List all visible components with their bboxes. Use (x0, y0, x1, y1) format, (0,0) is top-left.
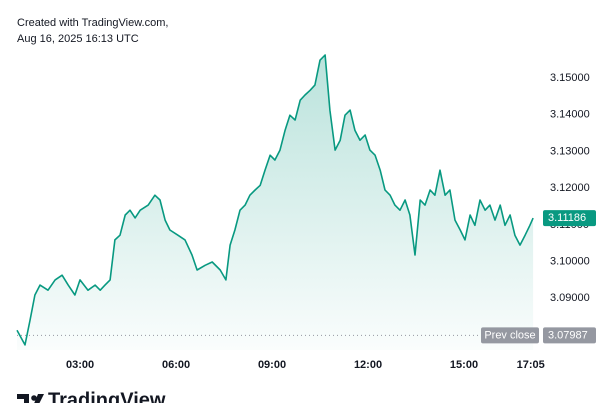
x-tick-label: 06:00 (162, 359, 190, 371)
x-tick-label: 12:00 (354, 359, 382, 371)
prev-close-value-badge (543, 327, 596, 344)
x-tick-label: 17:05 (517, 359, 545, 371)
y-tick-label: 3.09000 (550, 292, 590, 304)
x-tick-label: 15:00 (450, 359, 478, 371)
prev-close-value: 3.07987 (548, 329, 588, 341)
x-tick-label: 03:00 (66, 359, 94, 371)
logo (17, 394, 44, 403)
y-tick-label: 3.10000 (550, 255, 590, 267)
last-price-badge (543, 210, 596, 227)
x-tick-label: 09:00 (258, 359, 286, 371)
y-tick-label: 3.13000 (550, 145, 590, 157)
header-line: Created with TradingView.com, (17, 17, 168, 29)
last-price-label: 3.11186 (548, 212, 586, 224)
y-tick-label: 3.15000 (550, 72, 590, 84)
y-tick-label: 3.14000 (550, 109, 590, 121)
prev-close-badge (481, 327, 539, 344)
y-tick-label: 3.12000 (550, 182, 590, 194)
header-line: Aug 16, 2025 16:13 UTC (17, 33, 139, 45)
prev-close-text: Prev close (484, 329, 535, 341)
area (17, 55, 534, 350)
brand: TradingView (48, 389, 166, 403)
price-line (16, 54, 534, 346)
